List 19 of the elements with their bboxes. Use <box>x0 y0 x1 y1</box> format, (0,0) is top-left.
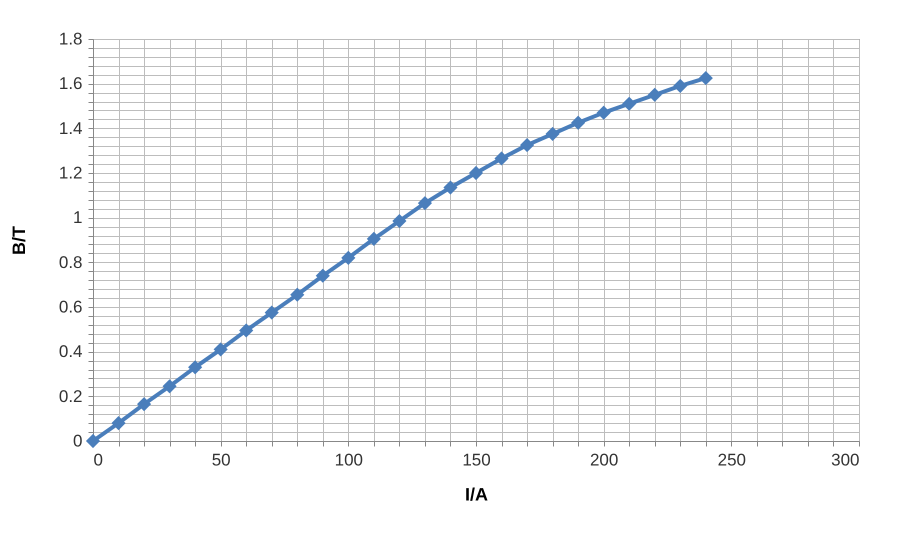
x-tick-label: 100 <box>334 450 364 470</box>
x-tick-label: 250 <box>718 450 746 470</box>
y-tick-label: 0.2 <box>58 386 82 406</box>
x-tick-label: 150 <box>462 450 491 470</box>
x-tick-label: 300 <box>831 450 860 470</box>
y-tick-label: 0 <box>73 432 82 450</box>
y-tick-label: 0.8 <box>58 252 82 272</box>
y-tick-label: 1.2 <box>58 164 82 182</box>
y-tick-label: 1 <box>73 208 82 228</box>
y-tick-label: 1.4 <box>58 118 82 138</box>
y-tick-label: 0.6 <box>58 298 82 316</box>
y-tick-label: 1.6 <box>58 74 82 94</box>
y-tick-label: 0.4 <box>58 342 82 362</box>
y-axis-title: B/T <box>8 226 29 255</box>
x-tick-label: 200 <box>590 450 618 470</box>
y-tick-label: 1.8 <box>58 30 82 48</box>
x-axis-title: I/A <box>464 484 488 504</box>
x-tick-label: 50 <box>212 450 231 470</box>
x-tick-label: 0 <box>94 450 103 470</box>
